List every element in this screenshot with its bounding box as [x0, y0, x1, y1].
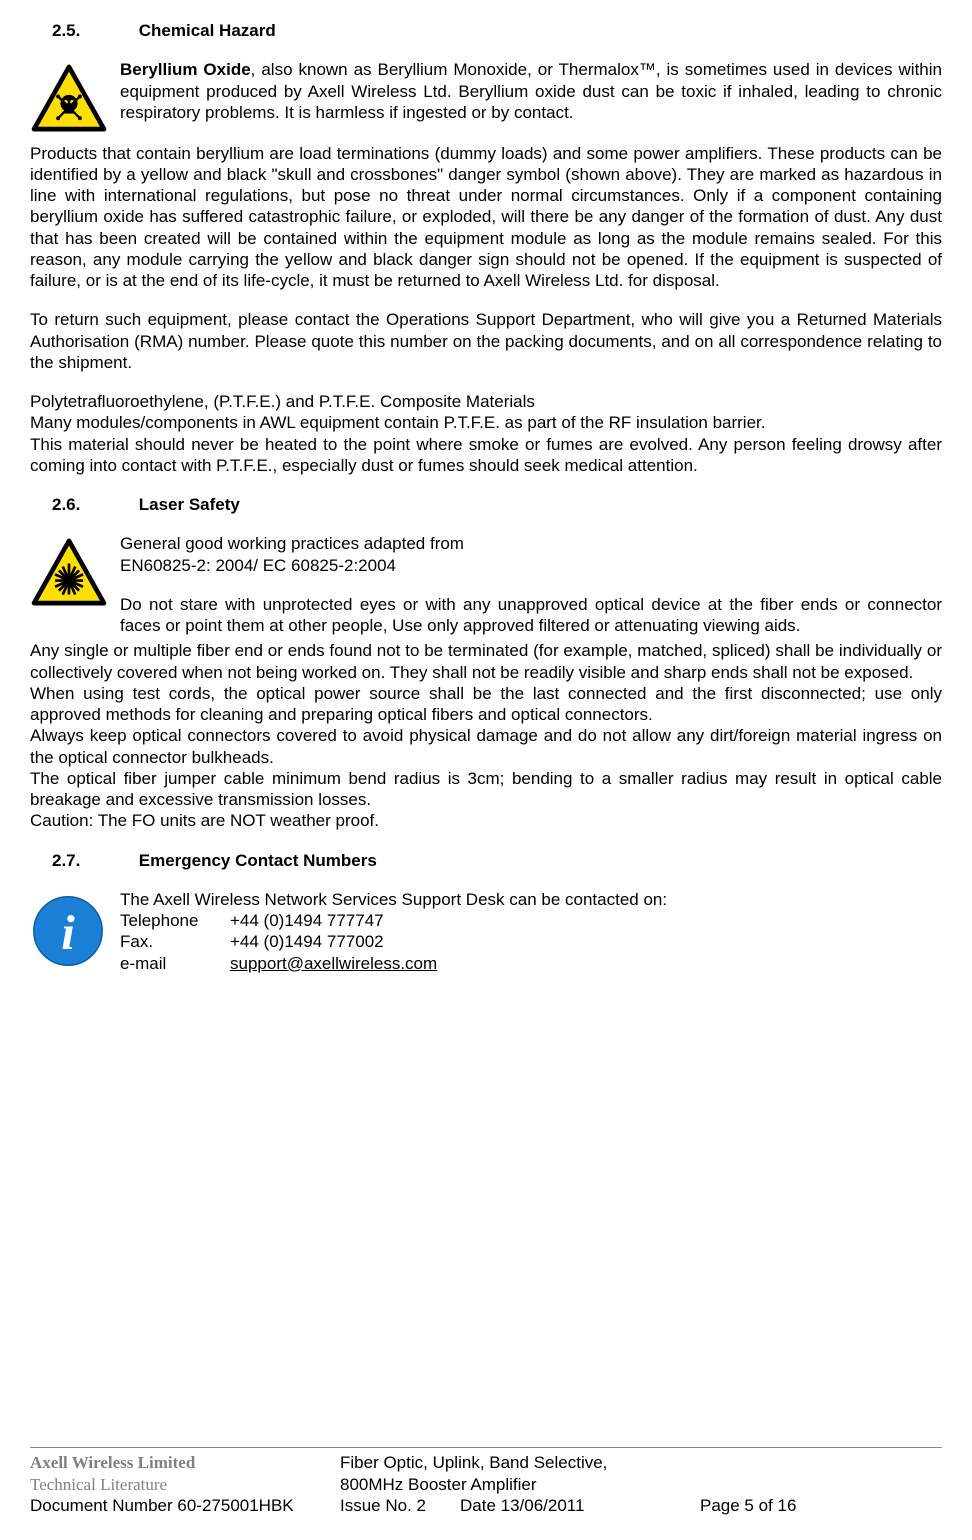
footer-right1: Fiber Optic, Uplink, Band Selective,: [340, 1452, 942, 1473]
laser-p5: Caution: The FO units are NOT weather pr…: [30, 810, 942, 831]
contact-email-link[interactable]: support@axellwireless.com: [230, 953, 437, 974]
chemical-p3a: Polytetrafluoroethylene, (P.T.F.E.) and …: [30, 391, 942, 412]
section-title: Emergency Contact Numbers: [139, 851, 377, 870]
contact-label: Fax.: [120, 931, 230, 952]
footer-page: Page 5 of 16: [700, 1495, 942, 1516]
contact-intro: The Axell Wireless Network Services Supp…: [120, 889, 942, 910]
laser-intro-b: EN60825-2: 2004/ EC 60825-2:2004: [120, 555, 942, 576]
laser-intro-c: Do not stare with unprotected eyes or wi…: [120, 594, 942, 637]
beryllium-bold: Beryllium Oxide: [120, 60, 251, 79]
footer-subtitle: Technical Literature: [30, 1474, 340, 1495]
svg-text:i: i: [61, 906, 75, 960]
laser-intro-a: General good working practices adapted f…: [120, 533, 942, 554]
footer-row-3: Document Number 60-275001HBK Issue No. 2…: [30, 1495, 942, 1516]
section-number: 2.5.: [52, 20, 134, 41]
footer-issue: Issue No. 2: [340, 1495, 460, 1516]
section-title: Laser Safety: [139, 495, 240, 514]
contact-value: +44 (0)1494 777747: [230, 910, 384, 931]
chemical-p1: Products that contain beryllium are load…: [30, 143, 942, 292]
section-number: 2.6.: [52, 494, 134, 515]
section-emergency-contact: 2.7. Emergency Contact Numbers i The Axe…: [30, 850, 942, 975]
section-laser-safety: 2.6. Laser Safety General good: [30, 494, 942, 832]
laser-intro-block: General good working practices adapted f…: [30, 533, 942, 636]
skull-warning-icon: [30, 59, 120, 138]
contact-row-telephone: Telephone +44 (0)1494 777747: [120, 910, 942, 931]
laser-p2: When using test cords, the optical power…: [30, 683, 942, 726]
chemical-intro-text: Beryllium Oxide, also known as Beryllium…: [120, 59, 942, 123]
contact-details: The Axell Wireless Network Services Supp…: [120, 889, 942, 974]
footer-right2: 800MHz Booster Amplifier: [340, 1474, 942, 1495]
chemical-intro-block: Beryllium Oxide, also known as Beryllium…: [30, 59, 942, 138]
laser-p1: Any single or multiple fiber end or ends…: [30, 640, 942, 683]
laser-warning-icon: [30, 533, 120, 612]
chemical-p2: To return such equipment, please contact…: [30, 309, 942, 373]
chemical-p3b: Many modules/components in AWL equipment…: [30, 412, 942, 433]
heading-laser: 2.6. Laser Safety: [52, 494, 942, 515]
contact-row-email: e-mail support@axellwireless.com: [120, 953, 942, 974]
info-icon: i: [30, 889, 120, 974]
footer-row-2: Technical Literature 800MHz Booster Ampl…: [30, 1474, 942, 1495]
contact-label: e-mail: [120, 953, 230, 974]
page-footer: Axell Wireless Limited Fiber Optic, Upli…: [30, 1447, 942, 1516]
chemical-p3c: This material should never be heated to …: [30, 434, 942, 477]
heading-chemical: 2.5. Chemical Hazard: [52, 20, 942, 41]
laser-p3: Always keep optical connectors covered t…: [30, 725, 942, 768]
footer-row-1: Axell Wireless Limited Fiber Optic, Upli…: [30, 1452, 942, 1473]
contact-label: Telephone: [120, 910, 230, 931]
section-chemical-hazard: 2.5. Chemical Hazard: [30, 20, 942, 476]
contact-row-fax: Fax. +44 (0)1494 777002: [120, 931, 942, 952]
contact-value: +44 (0)1494 777002: [230, 931, 384, 952]
heading-contact: 2.7. Emergency Contact Numbers: [52, 850, 942, 871]
contact-block: i The Axell Wireless Network Services Su…: [30, 889, 942, 974]
footer-date: Date 13/06/2011: [460, 1495, 700, 1516]
section-number: 2.7.: [52, 850, 134, 871]
section-title: Chemical Hazard: [139, 21, 276, 40]
laser-intro-text: General good working practices adapted f…: [120, 533, 942, 636]
footer-company: Axell Wireless Limited: [30, 1452, 340, 1473]
laser-p4: The optical fiber jumper cable minimum b…: [30, 768, 942, 811]
footer-docnum: Document Number 60-275001HBK: [30, 1495, 340, 1516]
